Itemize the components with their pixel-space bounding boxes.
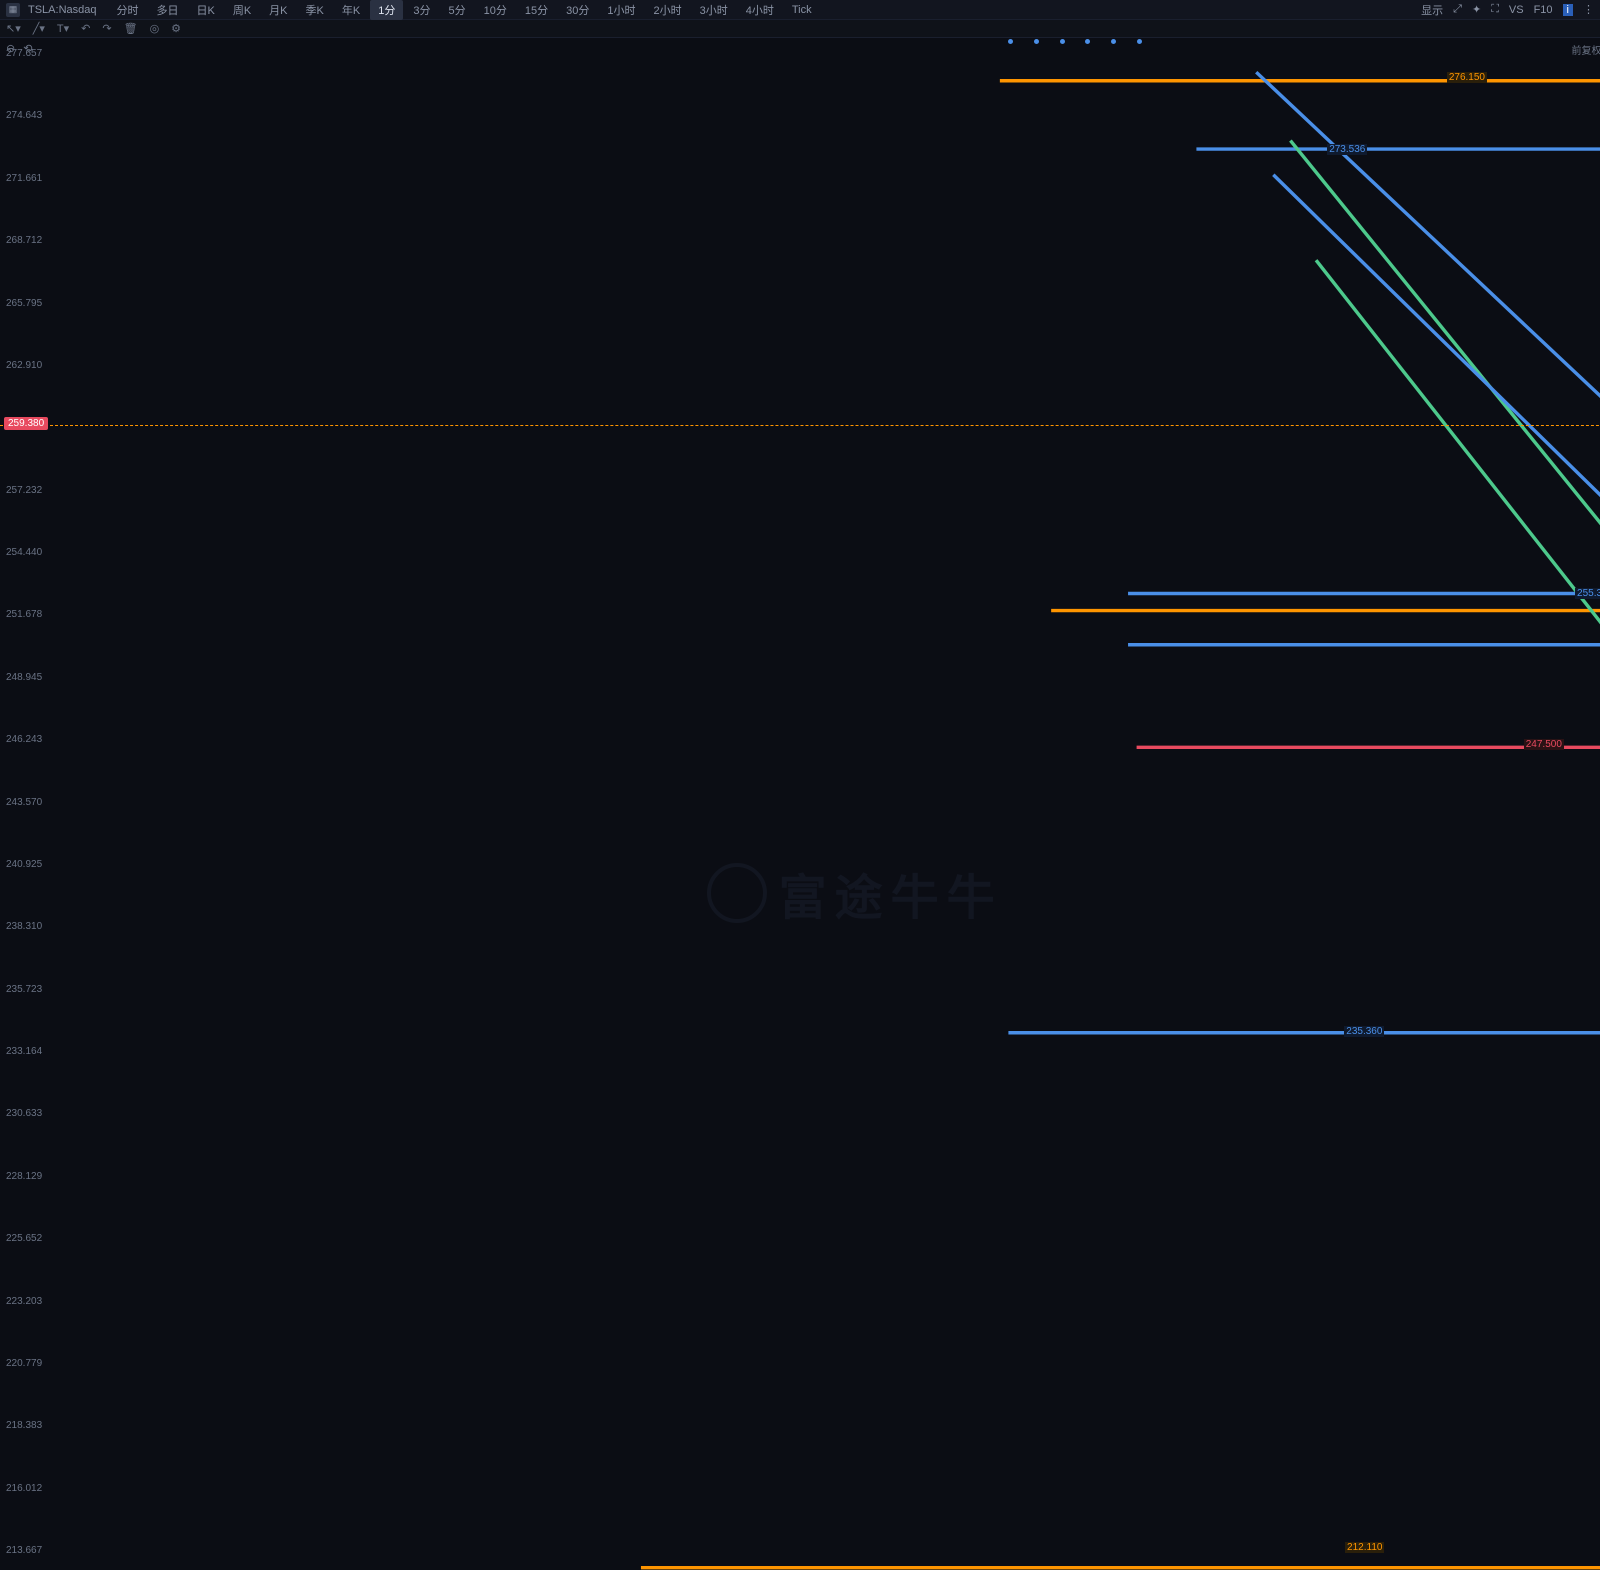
timeframe-多日[interactable]: 多日 [148,0,186,20]
text-tool-icon[interactable]: T▾ [57,22,69,35]
price-annotation: 212.110 [1345,1542,1384,1553]
tool-icon[interactable]: ⤢ [1453,3,1462,16]
timeframe-10分[interactable]: 10分 [476,0,515,20]
eye-icon[interactable]: ◎ [150,22,160,35]
drawing-tools-row: ↖▾ ╱▾ T▾ ↶ ↷ 🗑 ◎ ⚙ [0,20,1600,38]
timeframe-2小时[interactable]: 2小时 [645,0,689,20]
ticker-icon[interactable]: ▦ [6,3,20,17]
price-annotation: 273.536 [1327,144,1367,155]
display-toggle[interactable]: 显示 [1421,2,1443,18]
price-annotation: 247.500 [1524,739,1564,750]
timeframe-月K[interactable]: 月K [261,0,295,20]
price-annotation: 255.320 [1575,588,1600,599]
line-tool-icon[interactable]: ╱▾ [33,22,45,35]
cursor-tool-icon[interactable]: ↖▾ [6,22,21,35]
price-chart[interactable]: ⊖ ⟲ 前复权 ▾ ≡ ⊞ ⊡ 富途牛牛 277.657274.643271.6… [0,38,1600,1570]
redo-icon[interactable]: ↷ [102,22,111,35]
info-icon[interactable]: i [1563,4,1573,16]
timeframe-4小时[interactable]: 4小时 [738,0,782,20]
tool-icon[interactable]: ✦ [1472,3,1481,16]
vs-button[interactable]: VS [1509,4,1524,16]
price-svg [0,38,1600,1570]
timeframe-1分[interactable]: 1分 [370,0,403,20]
timeframe-季K[interactable]: 季K [298,0,332,20]
current-price-badge-left: 259.380 [4,417,48,430]
timeframe-Tick[interactable]: Tick [784,2,820,18]
timeframe-日K[interactable]: 日K [188,0,222,20]
timeframe-分时[interactable]: 分时 [108,0,146,20]
tool-icon[interactable]: ⛶ [1491,3,1499,16]
undo-icon[interactable]: ↶ [81,22,90,35]
gear-icon[interactable]: ⚙ [171,22,181,35]
price-annotation: 276.150 [1447,72,1487,83]
chart-area: ⊖ ⟲ 前复权 ▾ ≡ ⊞ ⊡ 富途牛牛 277.657274.643271.6… [0,38,1600,785]
ticker-label[interactable]: TSLA:Nasdaq [28,4,96,16]
timeframe-5分[interactable]: 5分 [440,0,473,20]
timeframe-15分[interactable]: 15分 [517,0,556,20]
timeframe-3分[interactable]: 3分 [405,0,438,20]
timeframe-30分[interactable]: 30分 [558,0,597,20]
f10-button[interactable]: F10 [1534,4,1553,16]
more-icon[interactable]: ⋮ [1583,3,1594,16]
topbar-right-tools: 显示 ⤢ ✦ ⛶ VS F10 i ⋮ [1421,2,1594,18]
timeframe-年K[interactable]: 年K [334,0,368,20]
timeframe-1小时[interactable]: 1小时 [599,0,643,20]
marker-dot [1060,39,1065,44]
timeframe-3小时[interactable]: 3小时 [692,0,736,20]
price-annotation: 235.360 [1344,1026,1384,1037]
current-price-line [0,425,1600,426]
top-toolbar: ▦ TSLA:Nasdaq 分时多日日K周K月K季K年K1分3分5分10分15分… [0,0,1600,20]
marker-dot [1137,39,1142,44]
timeframe-周K[interactable]: 周K [225,0,259,20]
marker-dot [1111,39,1116,44]
collapse-icon[interactable]: ⊖ [6,42,15,55]
fq-label[interactable]: 前复权 [1572,42,1600,57]
delete-icon[interactable]: 🗑 [124,22,138,35]
reverse-icon[interactable]: ⟲ [23,42,32,55]
